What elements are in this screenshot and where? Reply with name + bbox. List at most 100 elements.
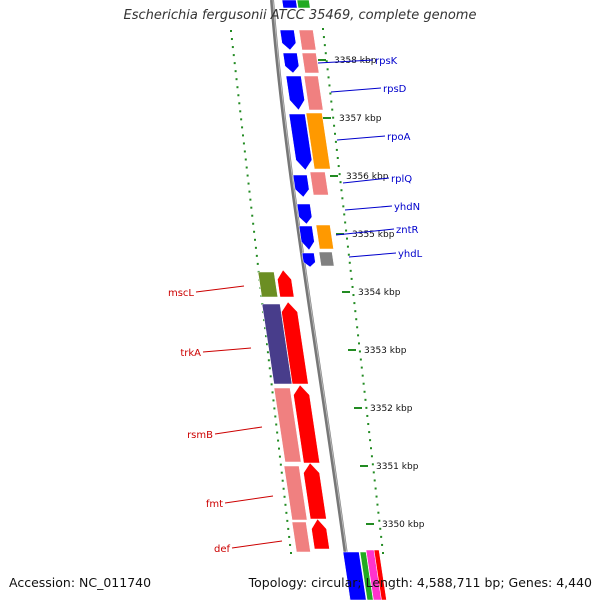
guide-dot-left	[249, 198, 252, 201]
guide-dot-right	[348, 261, 351, 264]
guide-dot-right	[344, 221, 347, 224]
guide-dot-left	[266, 343, 268, 346]
guide-dot-right	[346, 245, 349, 248]
coordinate-tick-label: 3350 kbp	[382, 520, 425, 530]
guide-dot-left	[281, 479, 284, 482]
guide-dot-right	[327, 76, 330, 79]
gene-block-blue	[342, 551, 367, 600]
guide-dot-left	[254, 238, 256, 241]
gene-block-green	[296, 0, 311, 9]
guide-dot-left	[248, 190, 251, 193]
gene-leader-line	[330, 87, 382, 93]
guide-dot-left	[240, 118, 243, 121]
guide-dot-left	[267, 359, 270, 362]
gene-block-red	[281, 301, 309, 385]
gene-label-trka: trkA	[180, 348, 201, 359]
gene-block-blue	[301, 252, 316, 268]
guide-dot-right	[365, 406, 368, 409]
guide-dot-right	[326, 68, 329, 71]
guide-dot-left	[277, 439, 280, 442]
gene-block-blue	[281, 0, 298, 9]
guide-dot-right	[381, 543, 384, 546]
guide-dot-right	[352, 294, 355, 297]
guide-dot-right	[377, 511, 380, 514]
guide-dot-left	[241, 126, 244, 129]
guide-dot-right	[376, 503, 379, 506]
gene-block-orange	[305, 112, 331, 170]
guide-dot-right	[346, 237, 348, 240]
gene-block-pink	[303, 75, 324, 111]
gene-block-gray	[318, 251, 335, 267]
guide-dot-left	[232, 54, 235, 57]
guide-dot-right	[371, 463, 374, 466]
guide-dot-right	[342, 205, 345, 208]
gene-block-red	[293, 384, 320, 464]
guide-dot-right	[357, 334, 360, 337]
gene-block-magenta	[365, 549, 382, 600]
guide-dot-left	[288, 535, 291, 538]
guide-dot-left	[290, 552, 292, 554]
guide-dot-right	[338, 173, 341, 176]
gene-label-yhdl: yhdL	[398, 249, 423, 260]
guide-dot-left	[253, 230, 256, 233]
guide-dot-right	[347, 253, 350, 256]
guide-dot-right	[334, 132, 336, 135]
guide-dot-left	[276, 431, 279, 434]
gene-block-blue	[288, 113, 313, 171]
guide-dot-left	[245, 166, 248, 169]
gene-block-blue	[279, 29, 297, 51]
guide-dot-right	[364, 398, 367, 401]
coordinate-tick-label: 3356 kbp	[346, 172, 389, 182]
guide-dot-left	[278, 447, 280, 450]
genome-title: Escherichia fergusonii ATCC 35469, compl…	[123, 8, 477, 23]
guide-dot-left	[233, 62, 236, 65]
guide-dot-left	[265, 335, 268, 338]
guide-dot-right	[355, 318, 358, 321]
gene-label-rpsk: rpsK	[375, 56, 398, 67]
gene-label-fmt: fmt	[206, 499, 223, 510]
guide-dot-right	[374, 487, 377, 490]
accession-text: Accession: NC_011740	[9, 575, 152, 590]
guide-dot-right	[359, 358, 362, 361]
guide-dot-left	[274, 415, 277, 418]
gene-leader-line	[231, 540, 283, 549]
guide-dot-right	[336, 156, 339, 159]
guide-dot-right	[361, 374, 364, 377]
gene-leader-line	[202, 347, 252, 353]
guide-dot-left	[252, 222, 255, 225]
guide-dot-left	[243, 150, 246, 153]
guide-dot-right	[356, 326, 359, 329]
guide-dot-right	[378, 519, 381, 522]
guide-dot-left	[242, 134, 244, 137]
gene-block-pink	[291, 521, 311, 553]
coordinate-tick-label: 3352 kbp	[370, 404, 413, 414]
gene-label-def: def	[214, 544, 231, 555]
guide-dot-right	[382, 552, 384, 554]
guide-dot-left	[238, 102, 241, 105]
guide-dot-left	[271, 391, 274, 394]
guide-dot-right	[372, 471, 375, 474]
guide-dot-left	[283, 495, 286, 498]
coordinate-tick-label: 3351 kbp	[376, 462, 419, 472]
guide-dot-right	[328, 84, 331, 87]
gene-block-green	[359, 551, 374, 600]
gene-block-red	[303, 462, 327, 520]
gene-block-red	[277, 269, 295, 298]
guide-dot-right	[337, 165, 340, 168]
gene-label-zntr: zntR	[396, 225, 419, 236]
guide-dot-right	[324, 52, 327, 55]
guide-dot-right	[332, 116, 335, 119]
guide-dot-right	[339, 181, 342, 184]
guide-dot-left	[234, 70, 237, 73]
guide-dot-right	[360, 366, 363, 369]
guide-dot-left	[239, 110, 242, 113]
guide-dot-left	[231, 46, 234, 49]
guide-dot-left	[289, 543, 292, 546]
guide-dot-left	[280, 471, 283, 474]
guide-dot-left	[279, 463, 282, 466]
gene-block-pink	[283, 465, 308, 521]
guide-dot-left	[287, 527, 290, 530]
guide-dot-left	[247, 182, 250, 185]
gene-block-red	[373, 549, 387, 600]
